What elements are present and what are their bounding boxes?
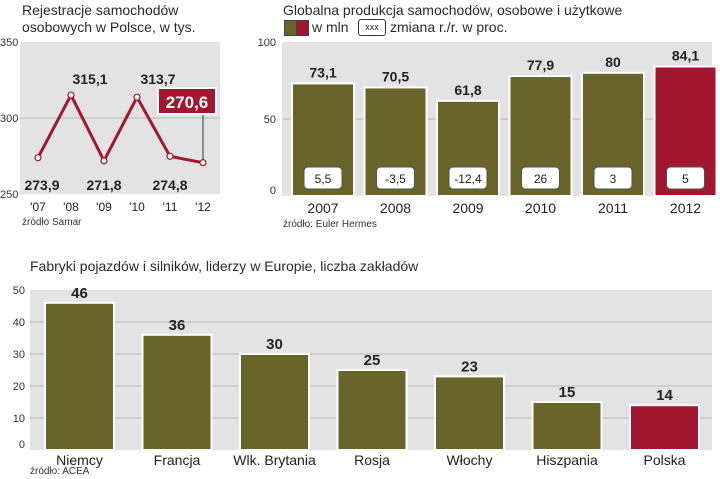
factories-value-label: 36 <box>169 317 186 334</box>
registrations-source: źródło Samar <box>22 217 82 228</box>
production-value-label: 61,8 <box>454 82 481 98</box>
production-value-label: 77,9 <box>527 57 554 73</box>
registrations-y-tick: 350 <box>0 37 18 49</box>
factories-bar <box>44 301 115 451</box>
registrations-y-tick: 300 <box>0 113 18 125</box>
registrations-point <box>100 157 108 165</box>
production-change-label: 5,5 <box>315 172 332 186</box>
production-y-tick: 0 <box>270 185 276 197</box>
production-value-label: 73,1 <box>309 64 336 80</box>
production-change-box <box>593 166 633 190</box>
production-change-label: 5 <box>682 172 689 186</box>
registrations-point <box>199 159 207 167</box>
production-change-box <box>376 166 415 190</box>
registrations-x-tick: '10 <box>129 200 145 214</box>
registrations-x-tick: '09 <box>96 200 112 214</box>
registrations-point <box>67 91 75 99</box>
registrations-y-tick: 250 <box>0 189 18 201</box>
registrations-callout-label: 270,6 <box>166 93 209 112</box>
factories-x-tick: Rosja <box>354 452 390 468</box>
registrations-x-tick: '12 <box>195 200 211 214</box>
registrations-title-line2: osobowych w Polsce, w tys. <box>22 19 196 35</box>
factories-title: Fabryki pojazdów i silników, liderzy w E… <box>30 258 419 274</box>
production-x-tick: 2007 <box>307 200 338 216</box>
registrations-point <box>34 154 42 162</box>
factories-y-tick: 40 <box>13 317 25 329</box>
factories-y-tick: 10 <box>13 413 25 425</box>
factories-value-label: 14 <box>656 387 673 404</box>
registrations-title-line1: Rejestracje samochodów <box>22 2 179 18</box>
registrations-value-label: 315,1 <box>72 71 107 87</box>
factories-bar <box>141 333 213 451</box>
production-y-tick: 50 <box>264 114 276 126</box>
legend-crimson-swatch <box>296 20 309 36</box>
factories-bar <box>239 353 310 451</box>
factories-bar <box>434 375 505 451</box>
production-change-box <box>303 166 343 190</box>
production-change-box <box>521 166 560 190</box>
registrations-line <box>36 93 204 165</box>
production-value-label: 70,5 <box>382 68 409 84</box>
factories-value-label: 46 <box>71 285 88 302</box>
production-x-tick: 2008 <box>380 200 411 216</box>
factories-y-tick: 30 <box>13 349 25 361</box>
factories-bar <box>336 369 408 451</box>
legend-change-label: zmiana r./r. w proc. <box>390 19 508 35</box>
registrations-value-label: 273,9 <box>24 177 59 193</box>
production-change-box <box>448 166 488 190</box>
registrations-x-tick: '08 <box>63 200 79 214</box>
factories-x-tick: Niemcy <box>56 452 103 468</box>
factories-x-tick: Wlk. Brytania <box>233 452 316 468</box>
registrations-callout-box <box>157 87 217 115</box>
production-x-tick: 2012 <box>670 200 701 216</box>
factories-y-tick: 0 <box>19 439 25 451</box>
production-y-tick: 100 <box>258 37 276 49</box>
legend-change-box: xxx <box>358 19 386 36</box>
legend-unit-label: w mln <box>312 19 349 35</box>
factories-x-tick: Włochy <box>447 452 493 468</box>
factories-value-label: 30 <box>266 336 283 353</box>
production-change-box <box>666 166 705 190</box>
production-title: Globalna produkcja samochodów, osobowe i… <box>283 2 623 18</box>
registrations-point <box>133 93 141 101</box>
factories-value-label: 15 <box>559 384 576 401</box>
factories-bar <box>629 404 700 452</box>
registrations-point <box>166 152 174 160</box>
registrations-value-label: 271,8 <box>86 177 121 193</box>
registrations-x-tick: '11 <box>163 200 178 214</box>
factories-y-tick: 50 <box>13 285 25 297</box>
production-x-tick: 2010 <box>525 200 556 216</box>
production-source: źródło: Euler Hermes <box>283 219 377 230</box>
registrations-x-tick: '07 <box>30 200 46 214</box>
factories-value-label: 23 <box>461 358 478 375</box>
factories-bar <box>531 401 603 451</box>
production-change-label: -3,5 <box>385 172 406 186</box>
factories-x-tick: Francja <box>154 452 201 468</box>
factories-value-label: 25 <box>364 352 381 369</box>
production-value-label: 80 <box>605 54 621 70</box>
production-change-label: 26 <box>534 172 548 186</box>
production-x-tick: 2011 <box>598 200 628 216</box>
factories-y-tick: 20 <box>13 381 25 393</box>
factories-x-tick: Hiszpania <box>536 452 598 468</box>
factories-source: źródło: ACEA <box>30 466 90 477</box>
factories-x-tick: Polska <box>643 452 685 468</box>
production-change-label: -12,4 <box>454 172 482 186</box>
production-change-label: 3 <box>610 172 617 186</box>
registrations-value-label: 274,8 <box>152 177 187 193</box>
production-x-tick: 2009 <box>452 200 483 216</box>
registrations-value-label: 313,7 <box>140 71 175 87</box>
production-value-label: 84,1 <box>672 47 699 63</box>
